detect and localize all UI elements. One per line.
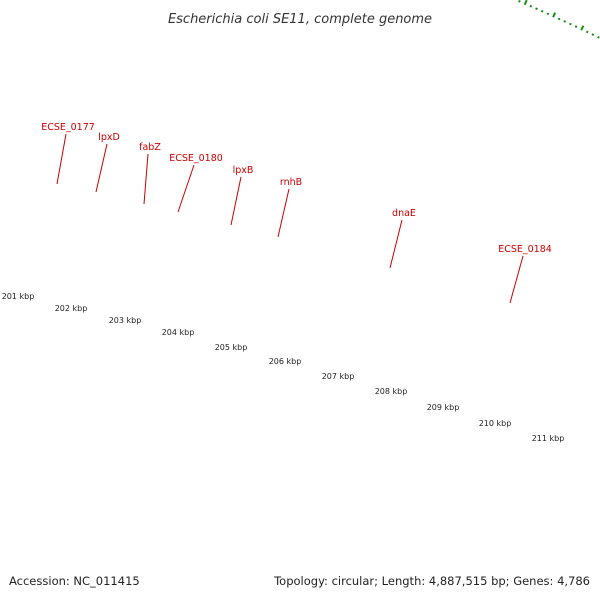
gene-label-dnae[interactable]: dnaE [392, 208, 416, 219]
gene-leader-line [95, 143, 108, 193]
kbp-scale-label: 202 kbp [55, 304, 88, 313]
gene-label-ecse-0180[interactable]: ECSE_0180 [169, 153, 223, 164]
tick-mark [585, 30, 589, 34]
tick-mark [557, 17, 561, 21]
tick-mark [552, 12, 557, 18]
tick-mark [574, 25, 578, 29]
tick-mark [529, 4, 533, 8]
gene-leader-line [56, 133, 67, 185]
kbp-scale-label: 207 kbp [322, 372, 355, 381]
inner-tick-ring [513, 0, 600, 39]
map-title: Escherichia coli SE11, complete genome [168, 12, 432, 27]
kbp-scale-label: 203 kbp [109, 316, 142, 325]
tick-mark [535, 7, 538, 11]
genome-summary-text: Topology: circular; Length: 4,887,515 bp… [273, 574, 590, 588]
kbp-scale-label: 201 kbp [2, 292, 35, 301]
tick-mark [591, 33, 595, 36]
accession-text: Accession: NC_011415 [9, 574, 140, 588]
gene-label-lpxd[interactable]: lpxD [98, 132, 120, 143]
kbp-scale-label: 210 kbp [479, 419, 512, 428]
tick-mark [523, 0, 528, 6]
gene-label-rnhb[interactable]: rnhB [280, 177, 302, 188]
gene-label-lpxb[interactable]: lpxB [233, 165, 254, 176]
gene-leader-line [177, 164, 195, 213]
kbp-scale-label: 208 kbp [375, 387, 408, 396]
tick-mark [563, 20, 567, 23]
gene-leader-line [509, 255, 524, 304]
gene-leader-line [277, 188, 290, 238]
gene-label-ecse-0184[interactable]: ECSE_0184 [498, 244, 552, 255]
kbp-scale-label: 206 kbp [269, 357, 302, 366]
kbp-label-layer: 201 kbp 202 kbp 203 kbp 204 kbp 205 kbp 206 k… [2, 292, 565, 443]
gene-leader-line [230, 176, 242, 226]
kbp-scale-label: 209 kbp [427, 403, 460, 412]
gene-leader-line [143, 153, 149, 205]
kbp-scale-label: 211 kbp [532, 434, 565, 443]
tick-mark [580, 25, 585, 31]
kbp-scale-label: 205 kbp [215, 343, 248, 352]
genome-backbone [0, 0, 600, 1]
tick-mark [546, 12, 550, 16]
gene-leader-line [389, 219, 403, 269]
tick-mark [540, 9, 544, 13]
gene-label-ecse-0177[interactable]: ECSE_0177 [41, 122, 95, 133]
tick-mark [569, 22, 572, 26]
gene-label-fabz[interactable]: fabZ [139, 142, 161, 153]
kbp-scale-label: 204 kbp [162, 328, 195, 337]
tick-mark [518, 0, 521, 3]
tick-mark [597, 35, 600, 39]
